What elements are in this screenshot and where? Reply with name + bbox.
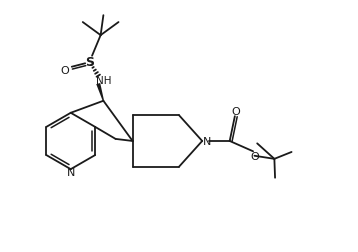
Text: O: O — [250, 151, 259, 162]
Text: O: O — [232, 107, 241, 117]
Text: NH: NH — [96, 76, 111, 86]
Text: N: N — [67, 167, 75, 177]
Text: S: S — [85, 56, 94, 69]
Polygon shape — [96, 84, 104, 102]
Text: N: N — [203, 136, 211, 146]
Text: O: O — [61, 66, 69, 76]
